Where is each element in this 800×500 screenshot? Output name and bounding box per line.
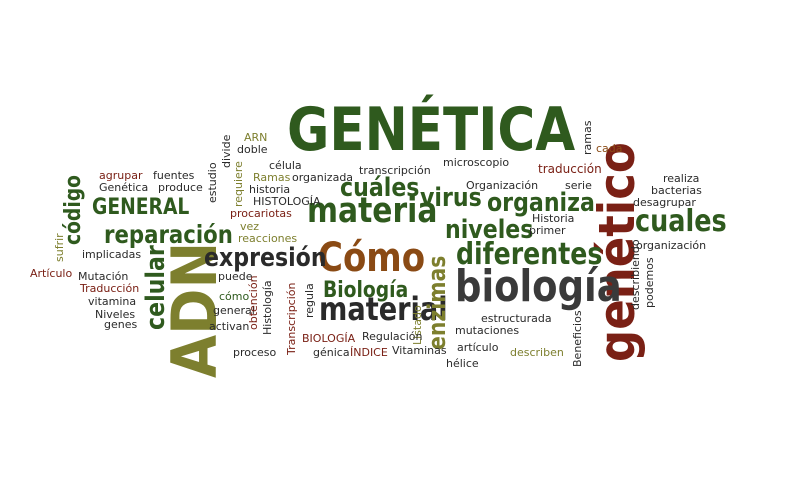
word-reacciones: reacciones xyxy=(238,232,298,245)
word-genetica: GENÉTICA xyxy=(287,95,576,165)
word-estudio: estudio xyxy=(206,162,219,203)
word-general-caps: GENERAL xyxy=(92,195,190,220)
word-obtencion: obtención xyxy=(247,275,260,330)
word-procariotas: procariotas xyxy=(230,207,292,220)
word-ramas-vertical: ramas xyxy=(581,120,594,155)
word-doble: doble xyxy=(237,143,268,156)
word-traduccion-cap: Traducción xyxy=(80,282,140,295)
word-transcripcion-cap: Transcripción xyxy=(285,282,298,355)
word-enzimas: enzimas xyxy=(423,255,451,350)
word-fuentes: fuentes xyxy=(153,169,195,182)
word-divide: divide xyxy=(220,134,233,168)
word-expresion: expresión xyxy=(204,243,327,273)
word-biologia-caps: BIOLOGÍA xyxy=(302,332,356,345)
word-codigo: código xyxy=(61,175,86,245)
word-organizada: organizada xyxy=(292,171,354,184)
word-arn: ARN xyxy=(244,131,268,144)
word-requiere: requiere xyxy=(232,161,245,207)
word-ramas: Ramas xyxy=(253,171,291,184)
word-describen: describen xyxy=(510,346,564,359)
word-genica: génica xyxy=(313,346,350,359)
word-como-small: cómo xyxy=(219,290,250,303)
word-organizacion: organización xyxy=(636,239,707,252)
word-genetica-small: Genética xyxy=(99,181,149,194)
word-sufrir: sufrir xyxy=(53,233,66,262)
word-regula: regula xyxy=(303,283,316,318)
word-produce: produce xyxy=(158,181,203,194)
word-describiendo: describiendo xyxy=(629,239,642,310)
word-activan: activan xyxy=(209,320,250,333)
word-cuales-accent: cuáles xyxy=(340,173,420,203)
word-indice: ÍNDICE xyxy=(350,346,388,359)
word-material: material xyxy=(319,290,448,328)
word-histologia: Histología xyxy=(261,280,274,335)
word-vez: vez xyxy=(240,220,260,233)
word-proceso: proceso xyxy=(233,346,277,359)
word-implicadas: implicadas xyxy=(82,248,142,261)
word-celular: celular xyxy=(141,245,171,330)
word-traduccion: traducción xyxy=(538,162,602,176)
word-histologia-caps: HISTOLOGÍA xyxy=(253,195,321,208)
word-articulo-cap: Artículo xyxy=(30,267,73,280)
word-regulacion: Regulación xyxy=(362,330,423,343)
word-estructurada: estructurada xyxy=(481,312,552,325)
word-helice: hélice xyxy=(446,357,479,370)
word-podemos: podemos xyxy=(643,257,656,308)
word-transcripcion: transcripción xyxy=(359,164,431,177)
word-realiza: realiza xyxy=(663,172,700,185)
word-niveles: niveles xyxy=(445,215,534,245)
word-celula: célula xyxy=(269,159,302,172)
word-bacterias: bacterias xyxy=(651,184,702,197)
word-reparacion: reparación xyxy=(104,220,233,249)
word-mutacion: Mutación xyxy=(78,270,129,283)
word-genes: genes xyxy=(104,318,138,331)
word-articulo: artículo xyxy=(457,341,499,354)
word-diferentes: diferentes xyxy=(456,237,603,272)
word-general-small: general xyxy=(213,304,255,317)
word-cuales: cuales xyxy=(635,204,727,239)
word-beneficios: Beneficios xyxy=(571,310,584,367)
word-cada: cada xyxy=(596,142,623,155)
word-primer: primer xyxy=(529,224,566,237)
word-historia-cap: Historia xyxy=(532,212,575,225)
word-serie: serie xyxy=(565,179,592,192)
word-biologia-lower: biología xyxy=(455,261,622,312)
word-agrupar: agrupar xyxy=(99,169,143,182)
word-organiza: organiza xyxy=(487,188,595,218)
word-vitaminas: Vitaminas xyxy=(392,344,447,357)
word-virus: virus xyxy=(420,183,482,213)
word-materia: materia xyxy=(307,191,438,231)
word-historia: historia xyxy=(249,183,291,196)
word-organizacion-cap: Organización xyxy=(466,179,539,192)
word-desagrupar: desagrupar xyxy=(633,196,696,209)
word-como: Cómo xyxy=(318,235,426,281)
word-puede: puede xyxy=(218,270,253,283)
word-niveles-small: Niveles xyxy=(95,308,136,321)
word-microscopio: microscopio xyxy=(443,156,510,169)
word-mutaciones: mutaciones xyxy=(455,324,520,337)
word-biologia-cap: Biología xyxy=(323,278,409,303)
word-vitamina: vitamina xyxy=(88,295,137,308)
